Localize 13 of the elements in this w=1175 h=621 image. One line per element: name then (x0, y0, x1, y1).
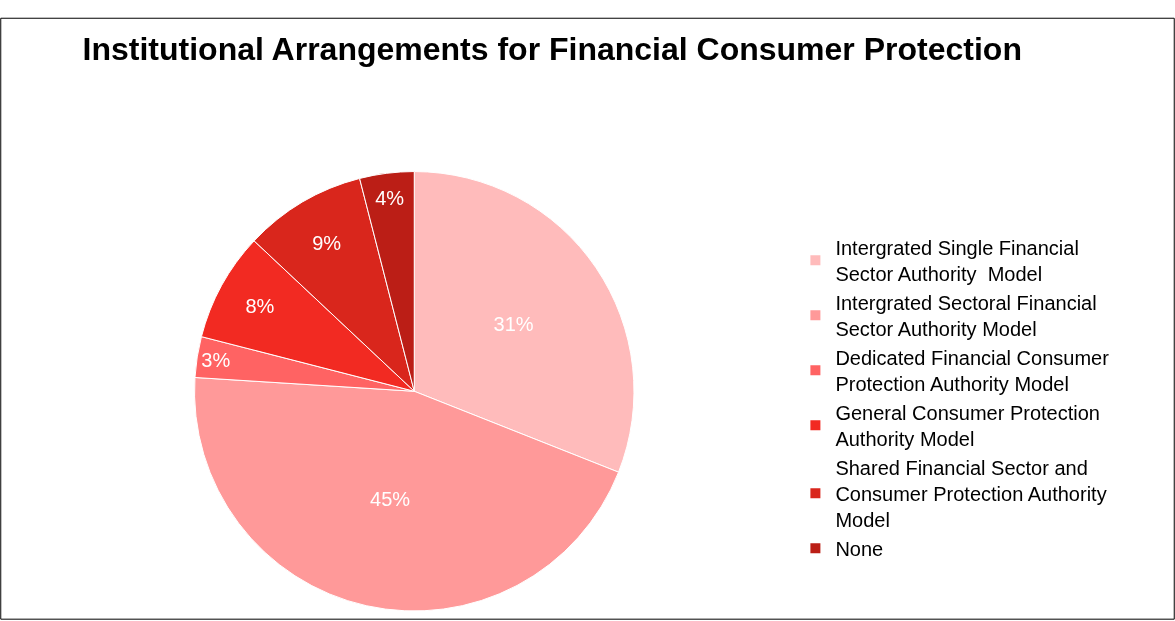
data-label: 8% (245, 295, 275, 318)
legend-label: Shared Financial Sector and Consumer Protection Authority Model (835, 457, 1107, 532)
data-label: 31% (493, 312, 534, 335)
legend-label: Dedicated Financial Consumer Protection Authority Model (835, 347, 1110, 396)
data-label: 9% (312, 232, 342, 255)
legend-label: None (835, 538, 884, 561)
legend-label: Intergrated Sectoral Financial Sector Authority Model (835, 292, 1097, 341)
legend-label: General Consumer Protection Authority Model (835, 402, 1100, 451)
chart-title: Institutional Arrangements for Financial Consumer Protection (82, 30, 1022, 67)
data-label: 4% (375, 186, 405, 209)
data-label: 3% (201, 348, 231, 371)
data-label: 45% (370, 488, 411, 511)
legend-label: Intergrated Single Financial Sector Authority Model (835, 237, 1079, 286)
